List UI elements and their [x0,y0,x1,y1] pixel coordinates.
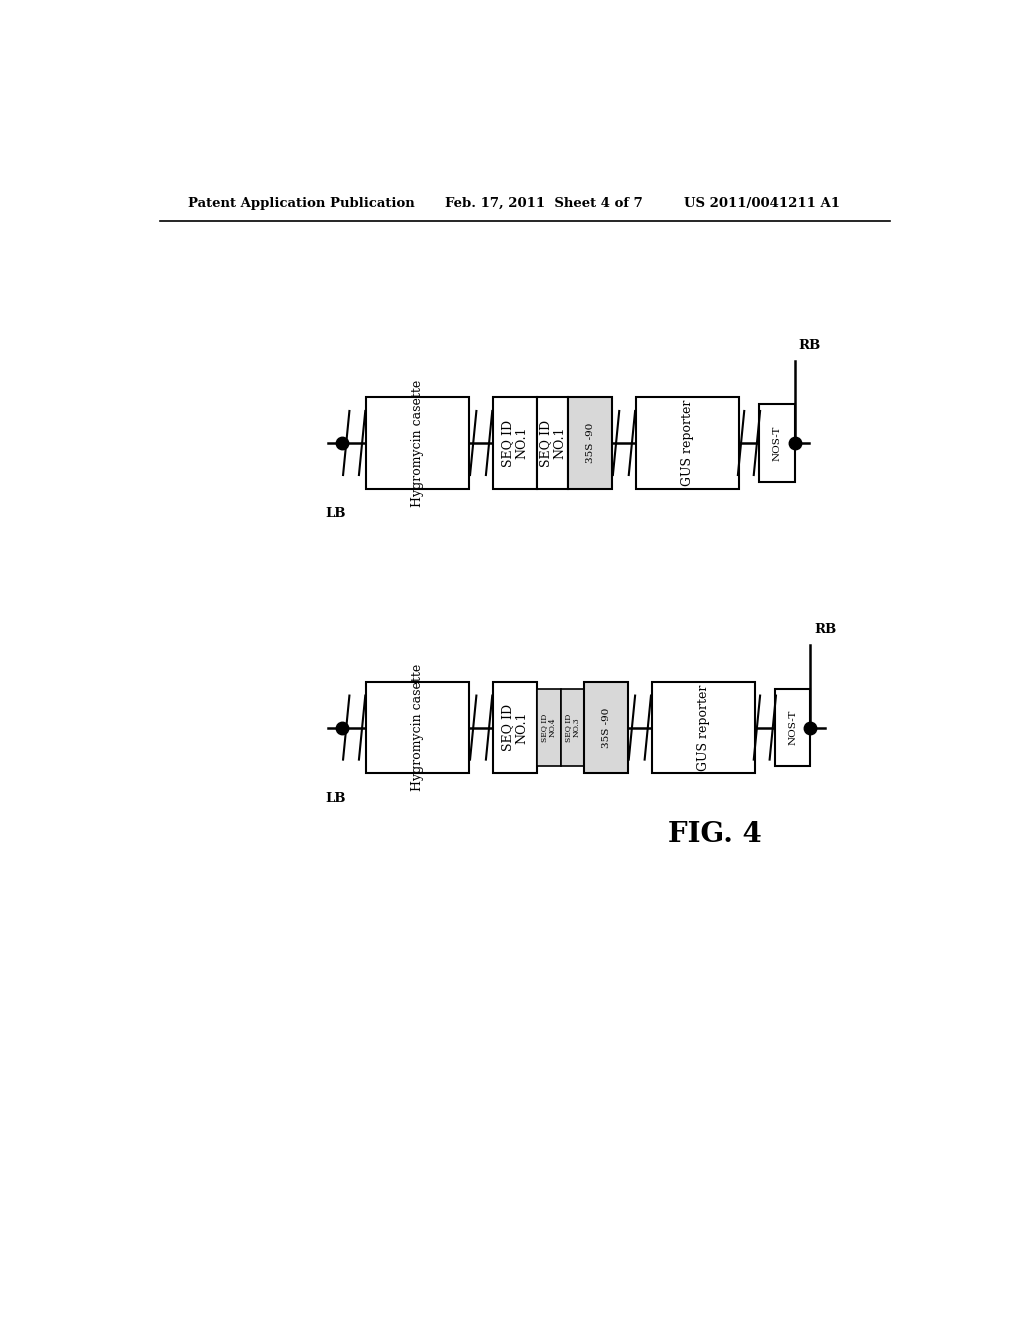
Bar [775,689,811,767]
Text: LB: LB [326,792,346,805]
Text: US 2011/0041211 A1: US 2011/0041211 A1 [684,197,840,210]
Bar [537,689,560,767]
Bar [568,397,612,488]
Bar [652,682,755,774]
Text: GUS reporter: GUS reporter [681,400,694,486]
Text: Hygromycin casette: Hygromycin casette [412,664,424,791]
Bar [759,404,795,482]
Text: SEQ ID
NO.1: SEQ ID NO.1 [502,420,528,466]
Text: LB: LB [326,507,346,520]
Text: FIG. 4: FIG. 4 [668,821,762,847]
Text: 35S -90: 35S -90 [602,708,610,747]
Text: SEQ ID
NO.4: SEQ ID NO.4 [541,713,557,742]
Text: GUS reporter: GUS reporter [697,684,710,771]
Text: SEQ ID
NO.1: SEQ ID NO.1 [502,704,528,751]
Bar [537,689,560,767]
Bar [367,397,469,488]
Bar [585,682,628,774]
Bar [636,397,739,488]
Bar [494,397,537,488]
Text: SEQ ID
NO.1: SEQ ID NO.1 [539,420,566,466]
Text: NOS-T: NOS-T [772,425,781,461]
Text: SEQ ID
NO.3: SEQ ID NO.3 [564,713,581,742]
Bar [560,689,585,767]
Bar [537,397,568,488]
Text: Feb. 17, 2011  Sheet 4 of 7: Feb. 17, 2011 Sheet 4 of 7 [445,197,643,210]
Text: Patent Application Publication: Patent Application Publication [187,197,415,210]
Text: NOS-T: NOS-T [788,710,797,746]
Text: RB: RB [799,338,821,351]
Bar [585,682,628,774]
Bar [494,682,537,774]
Bar [560,689,585,767]
Text: Hygromycin casette: Hygromycin casette [412,379,424,507]
Bar [367,682,469,774]
Text: RB: RB [814,623,837,636]
Bar [568,397,612,488]
Text: 35S -90: 35S -90 [586,422,595,463]
